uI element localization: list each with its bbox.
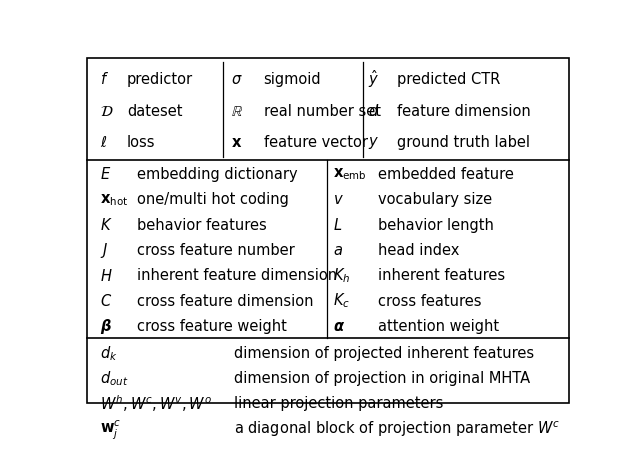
Text: $H$: $H$ <box>100 268 113 284</box>
Text: behavior length: behavior length <box>378 218 493 233</box>
Text: embedded feature: embedded feature <box>378 167 513 182</box>
Text: $W^h, W^c, W^v, W^o$: $W^h, W^c, W^v, W^o$ <box>100 393 212 414</box>
Text: one/multi hot coding: one/multi hot coding <box>137 192 289 207</box>
Text: cross features: cross features <box>378 293 481 308</box>
Text: inherent features: inherent features <box>378 268 505 283</box>
Text: feature vector: feature vector <box>264 135 367 150</box>
Text: inherent feature dimension: inherent feature dimension <box>137 268 337 283</box>
Text: $K$: $K$ <box>100 217 113 233</box>
Text: predictor: predictor <box>127 72 193 87</box>
FancyBboxPatch shape <box>88 58 568 403</box>
Text: real number set: real number set <box>264 104 381 119</box>
Text: $\mathbf{x}_{\mathrm{hot}}$: $\mathbf{x}_{\mathrm{hot}}$ <box>100 192 128 207</box>
Text: behavior features: behavior features <box>137 218 267 233</box>
Text: head index: head index <box>378 243 459 258</box>
Text: ground truth label: ground truth label <box>397 135 531 150</box>
Text: cross feature number: cross feature number <box>137 243 295 258</box>
Text: $\mathbf{w}_j^c$: $\mathbf{w}_j^c$ <box>100 418 121 441</box>
Text: cross feature weight: cross feature weight <box>137 319 287 334</box>
Text: $K_h$: $K_h$ <box>333 266 350 285</box>
Text: a diagonal block of projection parameter $W^c$: a diagonal block of projection parameter… <box>234 420 560 439</box>
Text: $\hat{y}$: $\hat{y}$ <box>367 69 379 90</box>
Text: $E$: $E$ <box>100 166 111 182</box>
Text: $y$: $y$ <box>367 135 379 151</box>
Text: predicted CTR: predicted CTR <box>397 72 501 87</box>
Text: $L$: $L$ <box>333 217 342 233</box>
Text: vocabulary size: vocabulary size <box>378 192 492 207</box>
Text: $f$: $f$ <box>100 71 109 87</box>
Text: $J$: $J$ <box>100 241 108 260</box>
Text: $\mathbf{x}_{\mathrm{emb}}$: $\mathbf{x}_{\mathrm{emb}}$ <box>333 166 367 182</box>
Text: embedding dictionary: embedding dictionary <box>137 167 298 182</box>
Text: linear projection parameters: linear projection parameters <box>234 397 443 411</box>
Text: $\ell$: $\ell$ <box>100 135 107 150</box>
Text: $v$: $v$ <box>333 192 344 207</box>
Text: dimension of projection in original MHTA: dimension of projection in original MHTA <box>234 371 530 386</box>
Text: loss: loss <box>127 135 156 150</box>
Text: $d$: $d$ <box>367 103 379 119</box>
Text: $\boldsymbol{\alpha}$: $\boldsymbol{\alpha}$ <box>333 319 345 334</box>
Text: sigmoid: sigmoid <box>264 72 321 87</box>
Text: $K_c$: $K_c$ <box>333 292 350 310</box>
Text: $a$: $a$ <box>333 243 343 258</box>
Text: $d_k$: $d_k$ <box>100 344 117 363</box>
Text: dateset: dateset <box>127 104 182 119</box>
Text: $\mathbb{R}$: $\mathbb{R}$ <box>231 104 243 119</box>
Text: $\mathcal{D}$: $\mathcal{D}$ <box>100 104 113 119</box>
Text: $\boldsymbol{\beta}$: $\boldsymbol{\beta}$ <box>100 317 111 336</box>
Text: $\sigma$: $\sigma$ <box>231 72 243 87</box>
Text: $d_{out}$: $d_{out}$ <box>100 369 128 388</box>
Text: attention weight: attention weight <box>378 319 499 334</box>
Text: $C$: $C$ <box>100 293 112 309</box>
Text: feature dimension: feature dimension <box>397 104 531 119</box>
Text: dimension of projected inherent features: dimension of projected inherent features <box>234 346 534 361</box>
Text: cross feature dimension: cross feature dimension <box>137 293 314 308</box>
Text: $\mathbf{x}$: $\mathbf{x}$ <box>231 135 243 150</box>
